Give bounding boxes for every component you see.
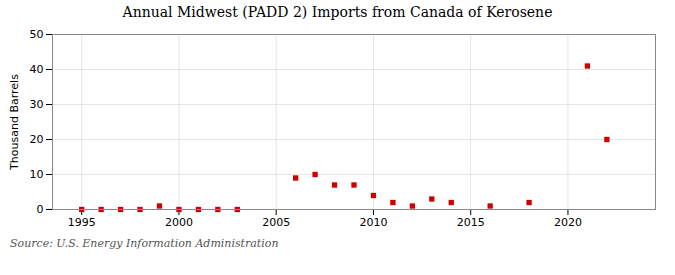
- svg-text:2020: 2020: [554, 216, 582, 229]
- svg-text:1995: 1995: [68, 216, 96, 229]
- svg-text:30: 30: [30, 98, 44, 111]
- html-text:Annual Midwest (PADD 2) Import: Annual Midwest (PADD 2) Imports from Can…: [122, 4, 553, 20]
- svg-text:0: 0: [37, 203, 44, 216]
- svg-text:2000: 2000: [165, 216, 193, 229]
- svg-text:Thousand Barrels: Thousand Barrels: [8, 74, 21, 171]
- svg-text:50: 50: [30, 28, 44, 41]
- svg-text:40: 40: [30, 63, 44, 76]
- svg-text:2010: 2010: [359, 216, 387, 229]
- svg-text:2015: 2015: [457, 216, 485, 229]
- svg-text:2005: 2005: [262, 216, 290, 229]
- html-text:Source: U.S. Energy Informatio: Source: U.S. Energy Information Administ…: [10, 237, 279, 250]
- svg-text:20: 20: [30, 133, 44, 146]
- svg-text:10: 10: [30, 168, 44, 181]
